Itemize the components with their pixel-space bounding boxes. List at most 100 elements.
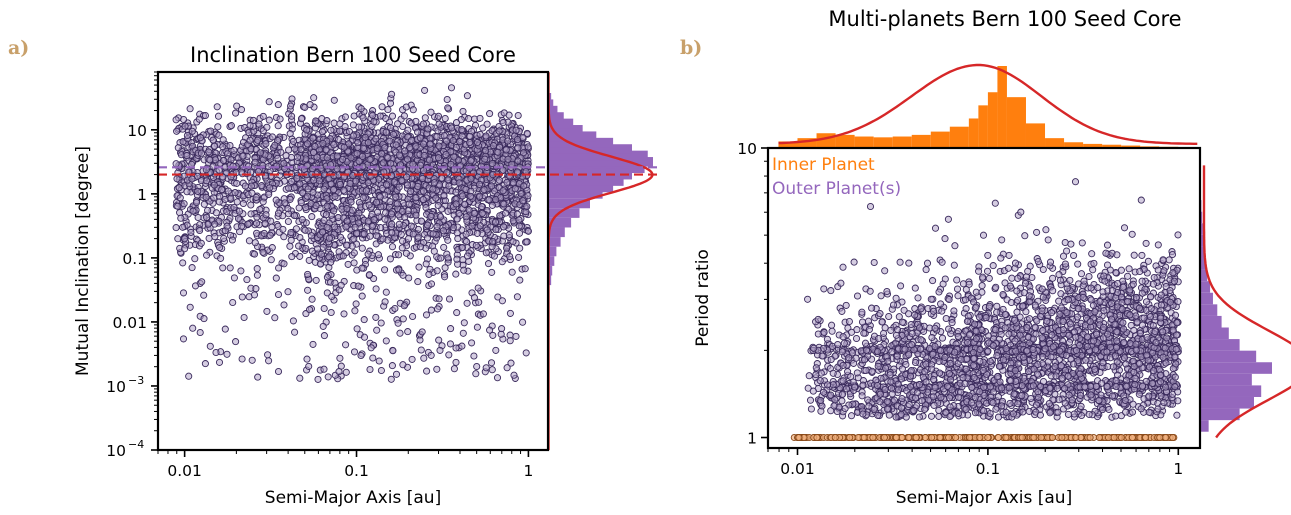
scatter-point-a <box>392 193 400 201</box>
scatter-point-a <box>239 152 247 160</box>
scatter-point-a <box>466 132 474 140</box>
scatter-point-a <box>337 281 345 289</box>
scatter-point-a <box>515 229 524 237</box>
scatter-point-a <box>402 249 410 257</box>
scatter-point-a <box>376 193 384 201</box>
scatter-point-a <box>351 223 359 231</box>
scatter-point-a <box>381 266 389 274</box>
scatter-point-a <box>495 127 503 135</box>
scatter-point-a <box>219 264 227 272</box>
scatter-point-a <box>484 260 493 268</box>
scatter-point-a <box>330 96 338 104</box>
scatter-point-a <box>441 264 449 272</box>
scatter-point-a <box>472 370 480 378</box>
scatter-point-a <box>452 143 460 152</box>
scatter-point-a <box>358 264 366 272</box>
scatter-point-a <box>319 243 327 251</box>
scatter-point-outer <box>908 330 916 338</box>
scatter-point-a <box>470 352 478 360</box>
scatter-point-a <box>404 328 412 336</box>
scatter-point-a <box>369 111 377 119</box>
scatter-point-a <box>395 220 403 228</box>
scatter-point-a <box>453 255 461 263</box>
marginal-right-bar <box>1200 292 1213 305</box>
scatter-point-a <box>354 282 362 290</box>
scatter-point-a <box>412 142 420 150</box>
scatter-point-a <box>186 303 194 311</box>
marginal-top-bar <box>911 134 931 148</box>
scatter-point-a <box>388 229 396 237</box>
scatter-point-a <box>490 252 498 260</box>
scatter-point-a <box>350 235 358 243</box>
scatter-point-a <box>458 126 466 134</box>
scatter-point-a <box>340 186 348 194</box>
scatter-point-a <box>507 359 515 367</box>
scatter-point-a <box>247 201 255 209</box>
scatter-point-a <box>387 210 396 218</box>
scatter-point-a <box>253 271 261 279</box>
scatter-point-a <box>312 276 320 284</box>
scatter-point-a <box>468 339 476 347</box>
scatter-point-a <box>207 127 215 135</box>
scatter-point-a <box>340 310 348 318</box>
scatter-point-outer <box>1074 260 1082 268</box>
scatter-point-a <box>496 212 504 220</box>
scatter-point-a <box>509 179 517 187</box>
marginal-right-bar <box>1200 315 1222 328</box>
scatter-point-a <box>340 143 348 151</box>
scatter-point-a <box>361 133 369 141</box>
scatter-point-a <box>304 286 312 294</box>
scatter-point-outer <box>1090 259 1098 267</box>
scatter-point-a <box>350 259 358 267</box>
scatter-point-a <box>384 106 392 114</box>
scatter-point-a <box>423 234 432 242</box>
scatter-point-a <box>523 129 531 137</box>
scatter-point-a <box>515 253 523 261</box>
scatter-point-a <box>244 220 252 228</box>
scatter-point-a <box>296 252 304 260</box>
scatter-point-outer <box>950 261 958 269</box>
marginal-a-bar <box>548 246 557 257</box>
scatter-point-a <box>448 124 456 132</box>
scatter-point-a <box>220 234 228 242</box>
scatter-point-outer <box>978 282 986 290</box>
scatter-point-a <box>308 213 316 221</box>
scatter-point-a <box>498 258 506 266</box>
scatter-point-a <box>473 138 481 146</box>
scatter-point-a <box>221 325 229 333</box>
scatter-point-a <box>467 192 475 200</box>
scatter-point-a <box>272 196 280 204</box>
scatter-point-a <box>419 187 428 195</box>
scatter-point-outer <box>892 294 900 302</box>
scatter-point-outer <box>877 292 885 300</box>
scatter-point-a <box>459 192 467 200</box>
scatter-point-a <box>454 235 462 243</box>
scatter-point-a <box>476 114 484 122</box>
scatter-point-a <box>348 242 356 250</box>
scatter-point-a <box>304 185 312 193</box>
scatter-point-outer <box>804 295 812 303</box>
panel-b: b) Multi-planets Bern 100 Seed Core 0.01… <box>680 7 1291 508</box>
scatter-point-a <box>279 225 287 233</box>
scatter-point-a <box>181 235 189 243</box>
scatter-point-a <box>280 233 288 241</box>
scatter-point-a <box>336 127 344 135</box>
scatter-point-a <box>330 119 338 127</box>
scatter-point-outer <box>1021 232 1029 240</box>
scatter-point-a <box>315 177 323 185</box>
scatter-point-a <box>427 212 435 220</box>
scatter-point-a <box>212 209 220 217</box>
scatter-point-a <box>174 144 182 152</box>
scatter-point-a <box>491 218 500 226</box>
marginal-right-bar <box>1200 373 1252 386</box>
scatter-point-outer <box>827 287 835 295</box>
scatter-point-a <box>508 268 516 276</box>
scatter-point-a <box>323 154 331 162</box>
scatter-point-a <box>503 244 511 252</box>
scatter-point-a <box>494 148 502 156</box>
scatter-point-a <box>368 222 376 230</box>
scatter-point-outer <box>1120 224 1129 232</box>
scatter-point-a <box>382 337 390 345</box>
scatter-point-a <box>399 271 407 279</box>
